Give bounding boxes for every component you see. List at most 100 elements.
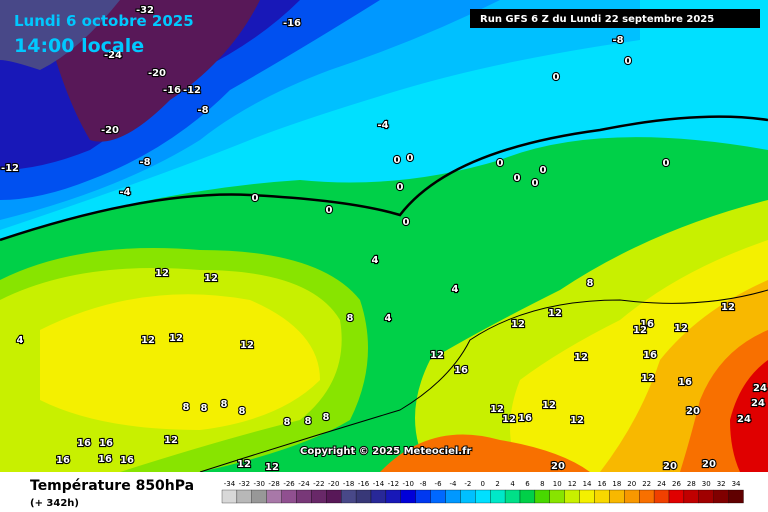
- contour-label: 0: [540, 165, 547, 176]
- run-box: [470, 9, 760, 28]
- valid-date: Lundi 6 octobre 2025: [14, 12, 194, 30]
- scale-label: 6: [525, 480, 530, 488]
- contour-label: 0: [394, 155, 401, 166]
- contour-label: 0: [326, 205, 333, 216]
- scale-label: 30: [702, 480, 711, 488]
- scale-swatch: [564, 489, 580, 504]
- contour-label: -12: [183, 85, 201, 96]
- scale-swatch: [728, 489, 744, 504]
- parameter: Température 850hPa: [30, 478, 194, 494]
- scale-label: 34: [732, 480, 741, 488]
- scale-label: -24: [298, 480, 310, 488]
- contour-label: 12: [430, 350, 444, 361]
- contour-label: 12: [164, 435, 178, 446]
- scale-swatch: [594, 489, 610, 504]
- scale-label: -10: [403, 480, 414, 488]
- contour-label: 20: [551, 461, 565, 472]
- scale-swatch: [385, 489, 401, 504]
- contour-label: 16: [99, 438, 113, 449]
- contour-label: 24: [737, 414, 751, 425]
- scale-label: -32: [239, 480, 250, 488]
- contour-label: 24: [753, 383, 767, 394]
- contour-label: 16: [98, 454, 112, 465]
- contour-label: 12: [721, 302, 735, 313]
- contour-label: -16: [163, 85, 181, 96]
- scale-swatch: [415, 489, 431, 504]
- scale-label: 0: [481, 480, 485, 488]
- contour-label: 12: [141, 335, 155, 346]
- contour-label: -8: [612, 35, 623, 46]
- valid-time: 14:00 locale: [14, 35, 144, 57]
- contour-label: -4: [377, 120, 388, 131]
- contour-label: 0: [663, 158, 670, 169]
- scale-label: -22: [313, 480, 324, 488]
- contour-label: 8: [221, 399, 228, 410]
- scale-swatch: [683, 489, 699, 504]
- scale-label: 12: [568, 480, 577, 488]
- scale-swatch: [475, 489, 491, 504]
- contour-label: 16: [120, 455, 134, 466]
- contour-label: 8: [284, 417, 291, 428]
- scale-label: 32: [717, 480, 726, 488]
- contour-label: 0: [397, 182, 404, 193]
- contour-label: 12: [674, 323, 688, 334]
- map-field: [0, 0, 768, 473]
- contour-label: 16: [678, 377, 692, 388]
- scale-swatch: [400, 489, 416, 504]
- contour-label: 20: [663, 461, 677, 472]
- scale-swatch: [311, 489, 327, 504]
- scale-label: 4: [510, 480, 515, 488]
- contour-label: -4: [119, 187, 130, 198]
- scale-label: -28: [268, 480, 279, 488]
- contour-label: 16: [640, 319, 654, 330]
- contour-label: 12: [169, 333, 183, 344]
- contour-label: 12: [204, 273, 218, 284]
- contour-label: -24: [104, 50, 122, 61]
- scale-swatch: [698, 489, 714, 504]
- contour-label: 8: [587, 278, 594, 289]
- contour-label: 12: [548, 308, 562, 319]
- contour-label: 0: [553, 72, 560, 83]
- scale-label: 16: [597, 480, 606, 488]
- scale-swatch: [668, 489, 685, 504]
- scale-label: -14: [373, 480, 385, 488]
- scale-swatch: [609, 489, 625, 504]
- scale-label: -20: [328, 480, 339, 488]
- contour-label: 8: [323, 412, 330, 423]
- contour-label: 12: [542, 400, 556, 411]
- scale-label: 2: [495, 480, 499, 488]
- contour-label: 4: [372, 255, 379, 266]
- run-info: Run GFS 6 Z du Lundi 22 septembre 2025: [480, 14, 714, 25]
- scale-swatch: [653, 489, 670, 504]
- scale-label: -8: [420, 480, 427, 488]
- contour-label: 0: [403, 217, 410, 228]
- scale-swatch: [251, 489, 267, 504]
- contour-label: 12: [155, 268, 169, 279]
- contour-labels: -32-16-24-20-16 -12-8-20-8-12-4-800-40 000…: [0, 4, 768, 474]
- scale-swatch: [355, 489, 372, 504]
- scale-label: -2: [464, 480, 471, 488]
- scale-label: 18: [612, 480, 621, 488]
- contour-label: 0: [514, 173, 521, 184]
- contour-label: -16: [283, 18, 301, 29]
- contour-label: 16: [56, 455, 70, 466]
- contour-label: 24: [751, 398, 765, 409]
- contour-label: 12: [570, 415, 584, 426]
- scale-swatch: [370, 489, 387, 504]
- contour-label: 12: [574, 352, 588, 363]
- scale-label: 26: [672, 480, 681, 488]
- contour-label: 16: [454, 365, 468, 376]
- scale-label: 10: [553, 480, 562, 488]
- contour-label: -20: [148, 68, 166, 79]
- scale-swatch: [430, 489, 446, 504]
- contour-label: 16: [518, 413, 532, 424]
- contour-label: 0: [252, 193, 259, 204]
- scale-swatch: [326, 489, 342, 504]
- scale-label: -16: [358, 480, 370, 488]
- contour-label: 12: [511, 319, 525, 330]
- scale-swatch: [504, 489, 521, 504]
- lead-time: (+ 342h): [30, 498, 79, 509]
- contour-label: 8: [201, 403, 208, 414]
- scale-label: -18: [343, 480, 354, 488]
